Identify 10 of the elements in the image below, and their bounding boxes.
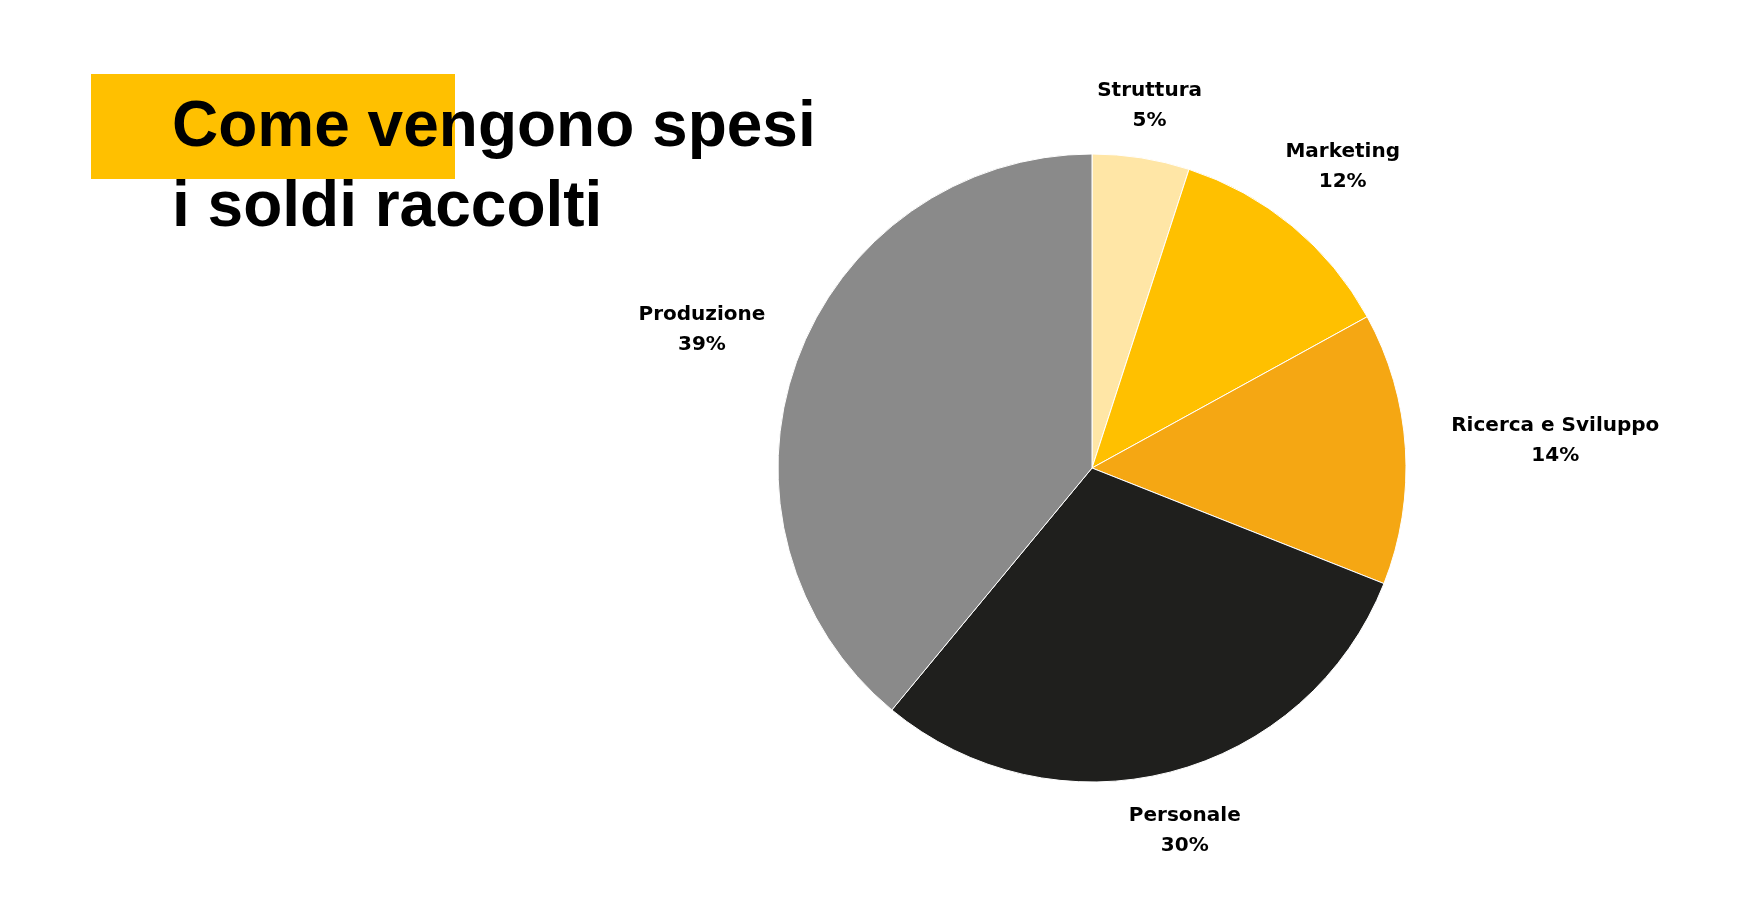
data-label: 5% [1132,107,1167,132]
data-label: 30% [1160,832,1209,857]
slice-label: Produzione [638,300,766,325]
slice-label: Struttura [1097,77,1202,102]
data-label: 14% [1531,441,1580,466]
slice-label: Ricerca e Sviluppo [1451,411,1660,436]
slice-label: Personale [1128,802,1241,827]
data-label: 39% [678,330,726,355]
slice-label: Marketing [1285,137,1400,162]
data-label: 12% [1318,167,1367,192]
